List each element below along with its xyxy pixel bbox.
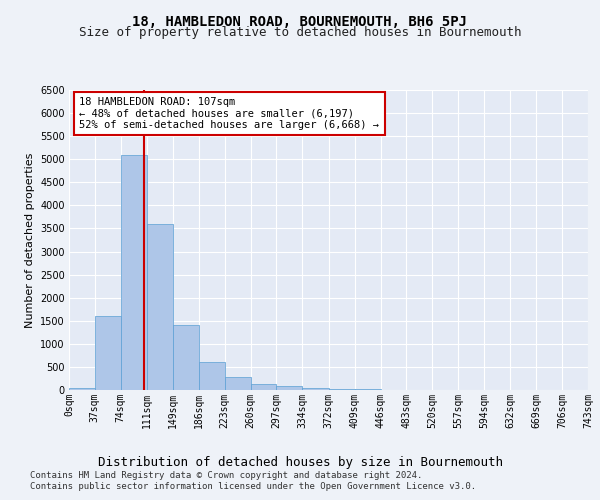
Bar [95,316,121,390]
Bar [121,154,146,390]
Text: Contains public sector information licensed under the Open Government Licence v3: Contains public sector information licen… [30,482,476,491]
Bar [329,388,355,390]
Bar [146,224,173,390]
Bar [302,388,329,390]
Bar [277,386,302,390]
Bar [173,326,199,390]
Bar [251,384,277,390]
Bar [225,377,251,390]
Text: 18 HAMBLEDON ROAD: 107sqm
← 48% of detached houses are smaller (6,197)
52% of se: 18 HAMBLEDON ROAD: 107sqm ← 48% of detac… [79,97,379,130]
Bar [69,388,95,390]
Bar [199,362,225,390]
Text: Distribution of detached houses by size in Bournemouth: Distribution of detached houses by size … [97,456,503,469]
Text: 18, HAMBLEDON ROAD, BOURNEMOUTH, BH6 5PJ: 18, HAMBLEDON ROAD, BOURNEMOUTH, BH6 5PJ [133,15,467,29]
Text: Size of property relative to detached houses in Bournemouth: Size of property relative to detached ho… [79,26,521,39]
Text: Contains HM Land Registry data © Crown copyright and database right 2024.: Contains HM Land Registry data © Crown c… [30,471,422,480]
Y-axis label: Number of detached properties: Number of detached properties [25,152,35,328]
